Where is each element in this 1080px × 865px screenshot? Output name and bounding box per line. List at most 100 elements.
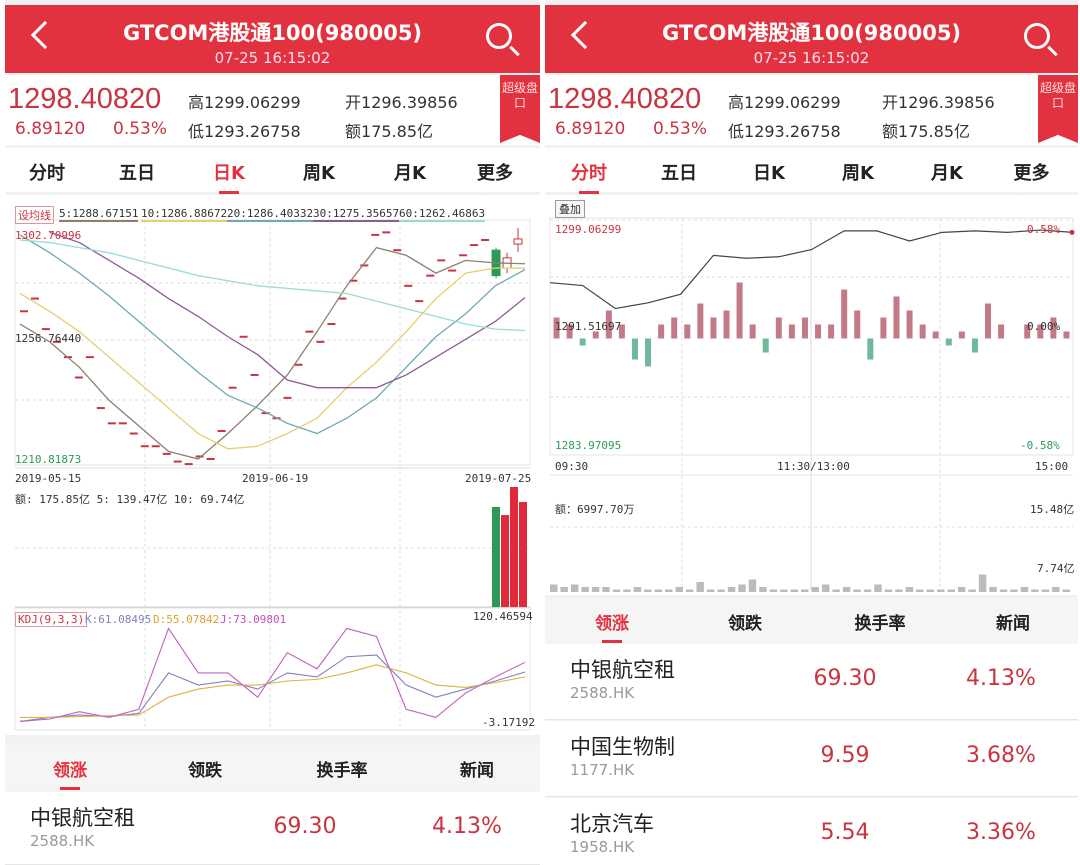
volume-bar: [510, 487, 518, 607]
quote-panel: 1298.40820 6.89120 0.53% 高1299.06299 开12…: [545, 75, 1078, 145]
kdj-j-line: [19, 627, 526, 722]
volume-bar: [884, 589, 893, 592]
buy-sell-pressure-bar: [697, 303, 704, 339]
volume-info: 额: 175.85亿 5: 139.47亿 10: 69.74亿: [15, 493, 245, 506]
low-value: 1293.26758: [204, 122, 301, 141]
volume-bar: [895, 589, 903, 592]
price-axis-max: 1299.06299: [555, 223, 622, 236]
price-change-pct: 0.53%: [113, 119, 168, 139]
tab-monthly-k[interactable]: 月K: [931, 163, 963, 184]
tab-weekly-k[interactable]: 周K: [303, 163, 335, 184]
high-label: 高: [188, 93, 205, 112]
time-label-open: 09:30: [555, 460, 589, 473]
tab-top-gainers[interactable]: 领涨: [53, 756, 87, 790]
amount-value: 175.85亿: [361, 122, 434, 141]
volume-info: 额：6997.70万: [555, 503, 635, 516]
volume-bar: [602, 587, 610, 592]
ma60-label: 60:1262.46863: [399, 207, 486, 222]
buy-sell-pressure-bar: [788, 324, 795, 339]
volume-bar: [1052, 587, 1060, 592]
tab-weekly-k[interactable]: 周K: [842, 163, 874, 184]
stock-price: 9.59: [820, 743, 870, 768]
buy-sell-pressure-bar: [592, 331, 599, 339]
stock-name: 北京汽车: [570, 812, 654, 836]
overlay-button[interactable]: 叠加: [555, 200, 585, 218]
stock-price: 69.30: [813, 666, 877, 691]
kdj-d-line: [20, 664, 526, 718]
buy-sell-pressure-bar: [854, 310, 861, 339]
volume-bar: [550, 584, 558, 592]
tab-five-day[interactable]: 五日: [661, 163, 697, 184]
stock-name: 中国生物制: [570, 735, 675, 759]
volume-bar: [905, 587, 914, 592]
tab-news[interactable]: 新闻: [460, 761, 494, 781]
tab-five-day[interactable]: 五日: [119, 163, 155, 184]
tab-news[interactable]: 新闻: [996, 614, 1030, 634]
high-value: 1299.06299: [204, 93, 301, 112]
stock-change-pct: 4.13%: [966, 666, 1036, 691]
ma30-line: [49, 231, 526, 389]
tab-daily-k[interactable]: 日K: [753, 163, 785, 184]
tab-top-losers[interactable]: 领跌: [188, 761, 222, 781]
header-bar: GTCOM港股通100(980005) 07-25 16:15:02: [5, 5, 540, 73]
buy-sell-pressure-bar: [1037, 324, 1044, 339]
volume-bar: [727, 587, 736, 592]
volume-bar: [968, 589, 976, 592]
tab-monthly-k[interactable]: 月K: [394, 163, 426, 184]
right-phone-screen: GTCOM港股通100(980005) 07-25 16:15:02 1298.…: [545, 0, 1078, 865]
tab-top-gainers[interactable]: 领涨: [595, 609, 629, 643]
volume-bar: [675, 587, 683, 592]
kdj-button[interactable]: KDJ(9,3,3): [15, 612, 88, 627]
tab-top-losers[interactable]: 领跌: [728, 614, 762, 634]
stock-code: 2588.HK: [570, 684, 635, 702]
tab-daily-k[interactable]: 日K: [213, 159, 245, 194]
volume-bar: [591, 587, 600, 592]
buy-sell-pressure-bar: [553, 317, 560, 339]
buy-sell-pressure-bar: [880, 317, 887, 339]
buy-sell-pressure-bar: [919, 324, 926, 339]
price-change-pct: 0.53%: [653, 119, 708, 139]
buy-sell-pressure-bar: [645, 338, 652, 367]
super-order-book-button[interactable]: 超级盘口: [500, 75, 540, 143]
open-label: 开: [345, 93, 362, 112]
last-price-dot: [1069, 229, 1075, 235]
intraday-chart-svg: [549, 217, 1075, 592]
stock-change-pct: 3.36%: [966, 820, 1036, 845]
volume-bar: [644, 589, 652, 592]
stock-row[interactable]: 中银航空租 2588.HK 69.30 4.13%: [545, 644, 1078, 720]
stock-row[interactable]: 中国生物制 1177.HK 9.59 3.68%: [545, 721, 1078, 797]
stock-name: 中银航空租: [570, 658, 675, 682]
price-axis-min: 1283.97095: [555, 439, 622, 452]
search-icon[interactable]: [1024, 23, 1050, 49]
tab-more-label: 更多: [477, 163, 513, 184]
high-value: 1299.06299: [744, 93, 841, 112]
left-phone-screen: GTCOM港股通100(980005) 07-25 16:15:02 1298.…: [5, 0, 540, 865]
volume-bar: [748, 579, 757, 592]
set-ma-button[interactable]: 设均线: [15, 206, 54, 224]
kdj-j-value: J:73.09801: [220, 613, 287, 626]
volume-bar: [633, 587, 642, 592]
volume-bar: [916, 589, 924, 592]
tab-turnover[interactable]: 换手率: [854, 614, 906, 634]
time-label-midday: 11:30/13:00: [777, 460, 850, 473]
tab-turnover[interactable]: 换手率: [316, 761, 368, 781]
stock-row[interactable]: 中银航空租 2588.HK 69.30 4.13%: [5, 792, 540, 865]
amount-label: 额: [345, 122, 362, 141]
last-price: 1298.40820: [548, 83, 702, 115]
super-order-book-button[interactable]: 超级盘口: [1038, 75, 1078, 143]
buy-sell-pressure-bar: [841, 289, 848, 339]
price-axis-max: 1302.70996: [15, 229, 82, 242]
volume-bar: [519, 502, 527, 607]
ma30-label: 30:1275.35657: [313, 207, 400, 222]
volume-bar: [957, 587, 966, 592]
date-label-mid: 2019-06-19: [242, 472, 309, 485]
tab-intraday[interactable]: 分时: [571, 159, 607, 194]
volume-bar: [1031, 589, 1039, 592]
search-icon[interactable]: [486, 23, 512, 49]
price-change: 6.89120: [15, 119, 86, 139]
stock-row[interactable]: 北京汽车 1958.HK 5.54 3.36%: [545, 798, 1078, 865]
tab-intraday[interactable]: 分时: [29, 163, 65, 184]
kdj-axis-min: -3.17192: [482, 716, 535, 729]
buy-sell-pressure-bar: [906, 310, 913, 339]
ma60-line: [19, 239, 526, 332]
